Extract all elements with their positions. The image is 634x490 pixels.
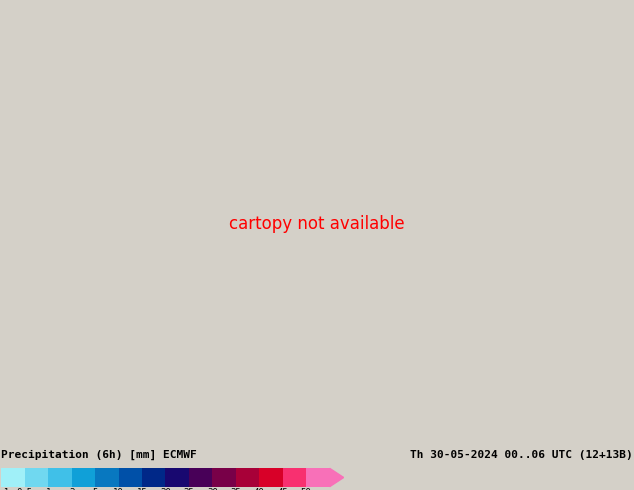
Bar bbox=[283, 468, 306, 487]
Text: 45: 45 bbox=[278, 489, 288, 490]
Bar bbox=[306, 468, 330, 487]
Text: 2: 2 bbox=[69, 489, 74, 490]
Text: Precipitation (6h) [mm] ECMWF: Precipitation (6h) [mm] ECMWF bbox=[1, 450, 197, 460]
Text: 50: 50 bbox=[301, 489, 311, 490]
Bar bbox=[212, 468, 236, 487]
Bar bbox=[236, 468, 259, 487]
Bar bbox=[25, 468, 48, 487]
Text: 30: 30 bbox=[207, 489, 217, 490]
Bar bbox=[142, 468, 165, 487]
Polygon shape bbox=[330, 468, 344, 487]
Text: 0.1: 0.1 bbox=[0, 489, 10, 490]
Text: 40: 40 bbox=[254, 489, 264, 490]
Bar bbox=[165, 468, 189, 487]
Text: 1: 1 bbox=[46, 489, 51, 490]
Text: cartopy not available: cartopy not available bbox=[229, 215, 405, 233]
Bar bbox=[72, 468, 95, 487]
Text: Th 30-05-2024 00..06 UTC (12+13B): Th 30-05-2024 00..06 UTC (12+13B) bbox=[410, 450, 633, 460]
Bar bbox=[189, 468, 212, 487]
Text: 0.5: 0.5 bbox=[16, 489, 33, 490]
Text: 20: 20 bbox=[160, 489, 171, 490]
Bar bbox=[48, 468, 72, 487]
Bar bbox=[119, 468, 142, 487]
Bar bbox=[95, 468, 119, 487]
Text: 15: 15 bbox=[137, 489, 147, 490]
Text: 35: 35 bbox=[231, 489, 241, 490]
Text: 5: 5 bbox=[93, 489, 98, 490]
Text: 25: 25 bbox=[184, 489, 194, 490]
Bar bbox=[1, 468, 25, 487]
Bar bbox=[259, 468, 283, 487]
Text: 10: 10 bbox=[113, 489, 124, 490]
